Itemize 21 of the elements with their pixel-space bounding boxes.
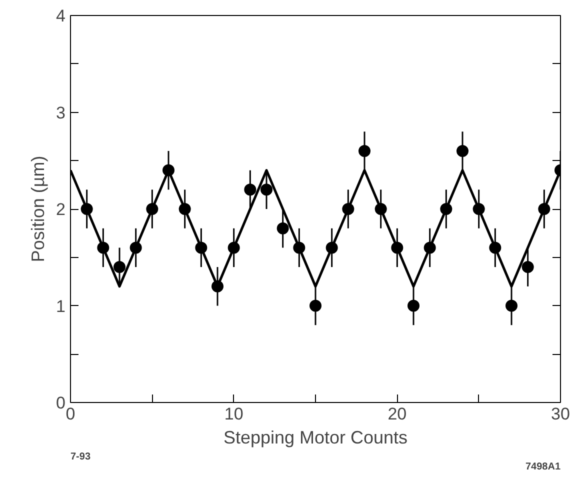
x-tick-label: 20 (388, 404, 407, 424)
point (114, 261, 126, 274)
y-axis-title: Position (µm) (28, 156, 48, 262)
point (456, 144, 468, 157)
x-tick-label: 10 (224, 404, 244, 424)
text: 7498A1 (525, 462, 561, 472)
point (260, 184, 272, 196)
point (310, 300, 322, 312)
point (276, 222, 289, 234)
y-tick-label: 4 (56, 6, 66, 26)
x-tick-label: 30 (551, 404, 570, 424)
text: 7-93 (70, 452, 91, 462)
x-axis-title: Stepping Motor Counts (223, 428, 408, 448)
y-tick-label: 3 (56, 103, 66, 122)
y-tick-label: 2 (56, 200, 66, 219)
point (522, 261, 534, 274)
point (244, 184, 256, 196)
point (408, 300, 420, 312)
y-tick-label: 1 (56, 296, 66, 316)
point (358, 144, 370, 157)
point (506, 300, 518, 312)
